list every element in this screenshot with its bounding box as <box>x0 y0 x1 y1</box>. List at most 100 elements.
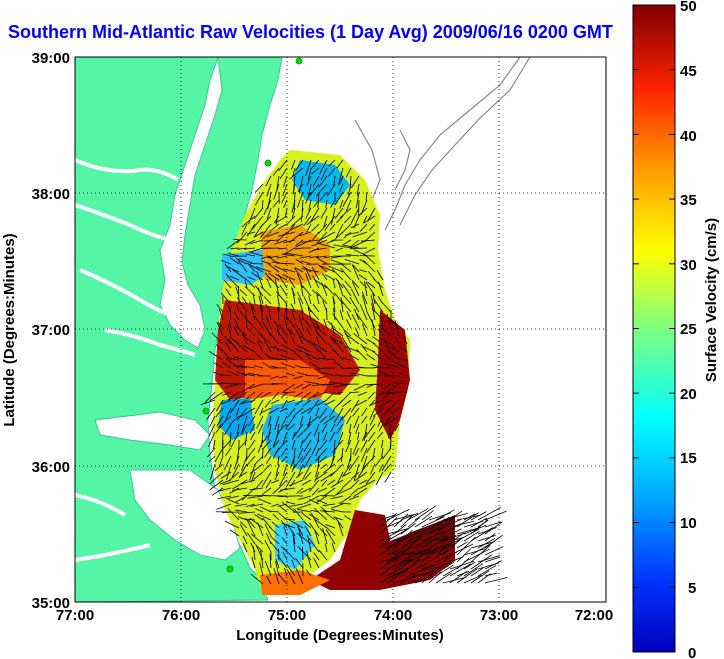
fast-current-east <box>375 310 410 440</box>
chesapeake-bay <box>159 57 223 349</box>
velocity-vector <box>322 503 336 507</box>
velocity-vector <box>345 254 360 257</box>
velocity-vector <box>306 175 312 186</box>
velocity-vector <box>217 415 232 429</box>
velocity-vector <box>316 291 328 305</box>
velocity-vector <box>263 239 280 242</box>
velocity-vector <box>289 167 304 180</box>
velocity-vector <box>282 183 288 196</box>
velocity-vector <box>470 570 490 584</box>
x-axis-label: Longitude (Degrees:Minutes) <box>236 627 444 644</box>
velocity-vector <box>350 223 360 229</box>
velocity-vector <box>269 526 280 537</box>
velocity-vector <box>470 511 487 521</box>
velocity-vector <box>358 274 368 281</box>
velocity-vector <box>393 559 415 570</box>
velocity-vector <box>352 439 360 455</box>
velocity-vector <box>327 479 336 486</box>
velocity-vector <box>331 268 344 281</box>
velocity-vector <box>484 534 503 549</box>
velocity-vector <box>264 540 272 553</box>
velocity-vector <box>313 391 328 398</box>
velocity-vector <box>379 572 398 584</box>
velocity-vector <box>211 487 224 496</box>
velocity-vector <box>354 308 360 321</box>
velocity-vector <box>277 479 288 490</box>
velocity-vector <box>239 289 248 297</box>
velocity-vector <box>294 323 304 337</box>
velocity-vector <box>393 546 413 556</box>
velocity-vector <box>230 257 240 265</box>
velocity-vector <box>371 319 376 337</box>
velocity-vector <box>241 455 248 471</box>
plot-frame <box>74 56 607 603</box>
velocity-vector <box>299 255 312 259</box>
velocity-vector <box>339 183 344 192</box>
velocity-vector <box>308 307 320 321</box>
velocity-vector <box>456 548 472 563</box>
velocity-vector <box>449 570 468 584</box>
velocity-vector <box>435 516 450 528</box>
velocity-vector <box>292 288 296 305</box>
velocity-vector <box>263 463 272 472</box>
velocity-vector <box>251 215 264 231</box>
velocity-vector <box>236 297 248 313</box>
velocity-vector <box>222 362 232 369</box>
velocity-vector <box>334 391 344 395</box>
velocity-vector <box>286 471 296 487</box>
velocity-vector <box>289 503 304 507</box>
velocity-vector <box>392 360 408 369</box>
velocity-vector <box>303 215 312 227</box>
velocity-vector <box>242 542 248 553</box>
velocity-vector <box>428 524 445 535</box>
velocity-vector <box>407 578 426 584</box>
velocity-vector <box>262 431 272 444</box>
velocity-vector <box>291 199 296 213</box>
velocity-vector <box>261 260 272 265</box>
velocity-vector <box>242 344 256 353</box>
velocity-vector <box>291 207 296 219</box>
velocity-vector <box>283 567 288 577</box>
river-5 <box>75 493 127 517</box>
velocity-vector <box>290 159 296 170</box>
velocity-vector <box>360 343 368 353</box>
velocity-vector <box>311 487 320 496</box>
velocity-vector <box>304 471 312 480</box>
velocity-vector <box>428 547 447 556</box>
velocity-vector <box>386 527 410 542</box>
velocity-vector <box>428 537 448 549</box>
velocity-vector <box>270 375 280 380</box>
velocity-vector <box>249 301 256 313</box>
velocity-vector <box>379 541 399 556</box>
velocity-vector <box>295 568 304 585</box>
velocity-vector <box>231 463 240 478</box>
velocity-vector <box>288 479 304 487</box>
velocity-vector <box>297 291 304 305</box>
velocity-vector <box>375 471 384 486</box>
velocity-vector <box>414 505 437 521</box>
velocity-vector <box>321 273 328 281</box>
velocity-vector <box>278 159 288 172</box>
velocity-vector <box>414 576 434 584</box>
velocity-vector <box>318 455 328 463</box>
velocity-vector <box>247 495 264 499</box>
velocity-vector <box>257 439 264 454</box>
velocity-vector <box>328 167 336 177</box>
y-axis-label: Latitude (Degrees:Minutes) <box>1 233 18 426</box>
velocity-vector <box>340 297 344 313</box>
velocity-vector <box>334 207 344 219</box>
velocity-vector <box>280 362 296 369</box>
velocity-vector <box>349 247 368 250</box>
velocity-vector <box>225 407 232 420</box>
velocity-vector <box>255 352 264 361</box>
velocity-vector <box>331 509 344 513</box>
velocity-vector <box>352 231 368 238</box>
velocity-vector <box>477 555 500 563</box>
velocity-vector <box>300 207 304 222</box>
velocity-vector <box>243 247 256 250</box>
velocity-vector <box>264 523 272 537</box>
velocity-vector <box>463 563 484 577</box>
velocity-vector <box>428 571 442 584</box>
velocity-vector <box>324 399 336 406</box>
velocity-vector <box>355 399 368 407</box>
